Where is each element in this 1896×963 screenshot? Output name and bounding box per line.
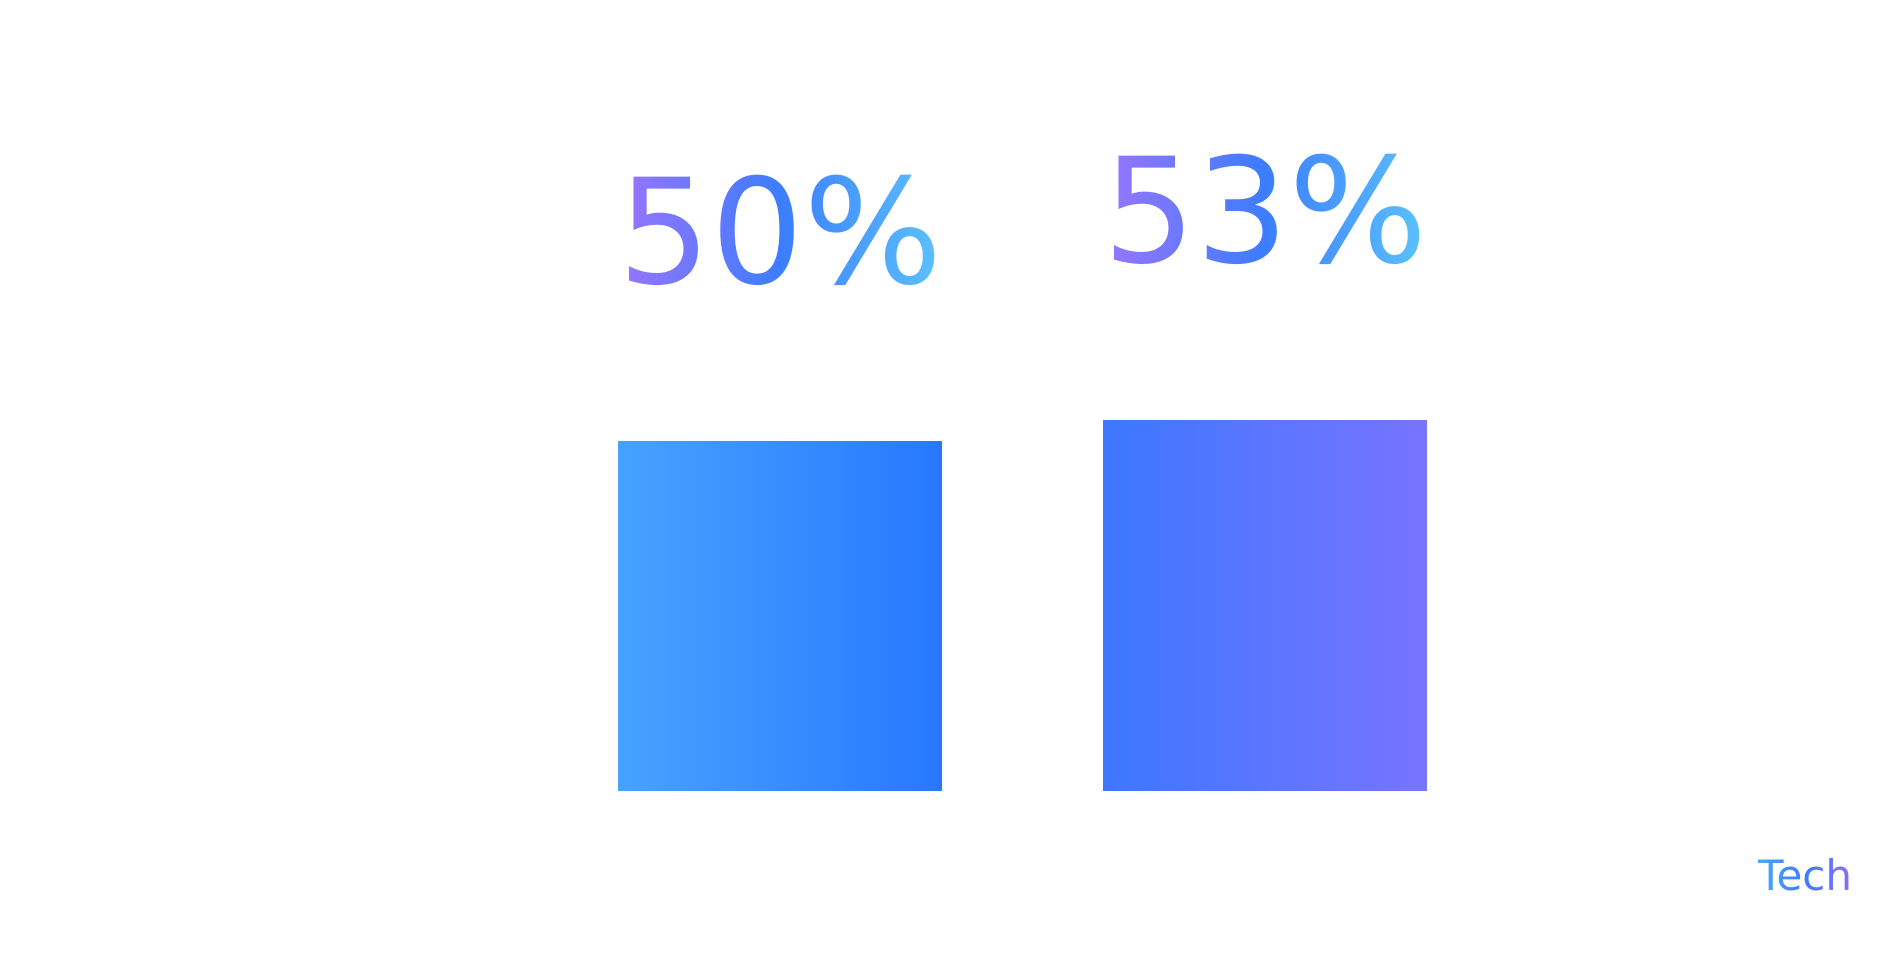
brand-wordmark: Tech — [1757, 851, 1852, 900]
bar-1 — [618, 441, 942, 791]
data-labels-layer: 50% 53% — [618, 127, 1428, 318]
data-label-2: 53% — [1103, 127, 1428, 297]
bars-layer — [618, 420, 1427, 791]
data-label-1: 50% — [618, 148, 943, 318]
bar-2 — [1103, 420, 1427, 791]
